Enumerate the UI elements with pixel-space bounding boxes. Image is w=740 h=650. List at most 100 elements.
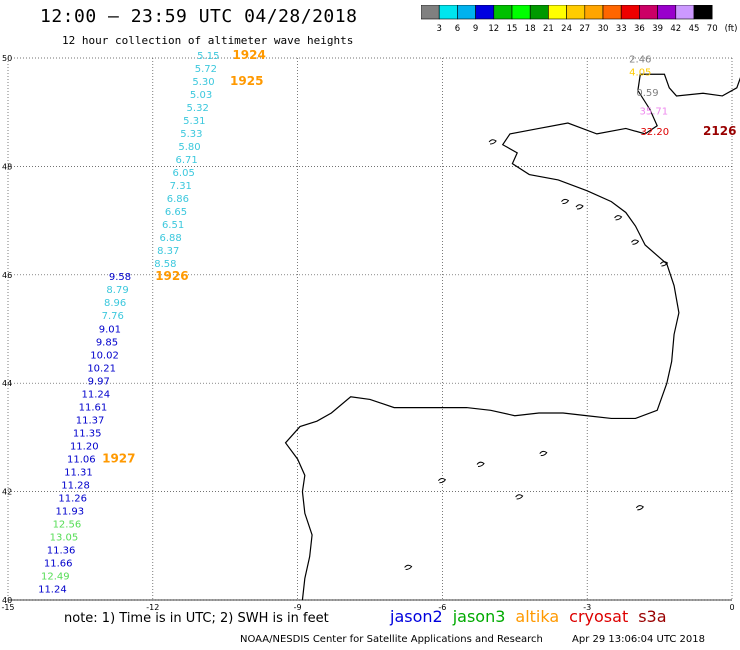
island-outline (539, 450, 548, 457)
wave-height-value: 5.33 (180, 129, 202, 140)
wave-height-value: 5.31 (183, 116, 205, 127)
island-outline (575, 204, 584, 210)
latitude-tick-label: 44 (2, 379, 12, 388)
coastline (284, 122, 680, 601)
map-subtitle: 12 hour collection of altimeter wave hei… (62, 34, 354, 47)
longitude-tick-label: -9 (294, 603, 302, 612)
satellite-legend: jason2 jason3 altika cryosat s3a (390, 607, 677, 626)
legend-satellite-jason2: jason2 (390, 607, 443, 626)
color-scale-bar: 3 6 9 12 15 18 21 24 27 30 33 36 39 42 45 70 (ft) (421, 5, 737, 34)
wave-height-value: 5.72 (195, 64, 217, 75)
wave-height-value: 9.58 (109, 272, 131, 283)
wave-height-value: 4.05 (629, 67, 651, 78)
color-scale-label: 36 (634, 24, 645, 34)
wave-height-value: 7.76 (102, 311, 124, 322)
island-outline (515, 494, 524, 500)
longitude-tick-label: -15 (1, 603, 14, 612)
wave-height-value: 5.03 (190, 90, 212, 101)
longitude-tick-label: -3 (583, 603, 591, 612)
island-outline (660, 261, 669, 267)
color-scale-unit: (ft) (725, 24, 737, 34)
wave-height-value: 6.51 (162, 220, 184, 231)
coastline (640, 73, 740, 97)
timestamp: Apr 29 13:06:04 UTC 2018 (572, 634, 705, 645)
color-scale-label: 24 (561, 24, 572, 34)
pass-time-label: 1926 (155, 269, 188, 283)
latitude-tick-label: 50 (2, 54, 12, 63)
island-outline (614, 215, 623, 221)
color-scale-label: 15 (507, 24, 518, 34)
legend-satellite-s3a: s3a (638, 607, 667, 626)
credit-line: NOAA/NESDIS Center for Satellite Applica… (240, 634, 705, 645)
wave-height-value: 11.37 (76, 415, 105, 426)
pass-time-label: 1927 (102, 451, 135, 465)
wave-height-value: 8.58 (154, 259, 176, 270)
latitude-tick-label: 46 (2, 271, 12, 280)
wave-height-value: 6.71 (175, 155, 197, 166)
wave-height-value: 10.21 (87, 363, 116, 374)
credit-text: NOAA/NESDIS Center for Satellite Applica… (240, 634, 543, 645)
wave-height-value: 7.31 (170, 181, 192, 192)
wave-height-value: 12.56 (53, 519, 82, 530)
wave-height-value: 8.37 (157, 246, 179, 257)
longitude-tick-label: -12 (146, 603, 159, 612)
island-outline (488, 139, 497, 145)
wave-height-value: 12.49 (41, 571, 70, 582)
wave-height-value: 11.35 (73, 428, 102, 439)
wave-height-value: 11.93 (55, 506, 84, 517)
wave-height-value: 6.65 (165, 207, 187, 218)
longitude-tick-label: 0 (729, 603, 734, 612)
wave-height-value: 9.01 (99, 324, 121, 335)
wave-height-value: 6.86 (167, 194, 189, 205)
wave-height-value: 11.20 (70, 441, 99, 452)
wave-height-value: 11.26 (58, 493, 87, 504)
wave-height-value: 11.31 (64, 467, 93, 478)
wave-height-value: 2.46 (629, 54, 651, 65)
island-outline (561, 198, 570, 205)
color-swatch (693, 5, 713, 20)
wave-height-value: 13.05 (50, 532, 79, 543)
wave-height-value: 32.20 (640, 127, 669, 138)
island-outline (404, 564, 413, 570)
legend-satellite-cryosat: cryosat (569, 607, 629, 626)
wave-height-value: 5.15 (197, 51, 219, 62)
wave-height-value: 5.30 (192, 77, 214, 88)
wave-height-value: 11.24 (82, 389, 111, 400)
wave-height-value: 9.85 (96, 337, 118, 348)
island-outline (631, 239, 640, 245)
color-scale-label: 9 (473, 24, 478, 34)
wave-height-value: 8.79 (106, 285, 128, 296)
island-outline (635, 505, 644, 511)
wave-height-value: 9.97 (88, 376, 110, 387)
wave-height-value: 0.59 (636, 88, 658, 99)
color-scale-label: 70 (707, 24, 718, 34)
latitude-tick-label: 48 (2, 162, 12, 171)
color-scale-label: 21 (543, 24, 554, 34)
latitude-tick-label: 42 (2, 488, 12, 497)
wave-height-value: 11.06 (67, 454, 96, 465)
map-title: 12:00 – 23:59 UTC 04/28/2018 (40, 6, 358, 27)
coastline (637, 74, 658, 135)
pass-time-label: 1924 (232, 48, 265, 62)
wave-height-value: 11.61 (79, 402, 108, 413)
wave-height-value: 6.88 (160, 233, 182, 244)
color-scale-label: 42 (670, 24, 681, 34)
pass-time-label: 2126 (703, 124, 736, 138)
legend-satellite-altika: altika (515, 607, 560, 626)
island-outline (476, 461, 485, 467)
wave-height-value: 11.28 (61, 480, 90, 491)
footnote: note: 1) Time is in UTC; 2) SWH is in fe… (64, 611, 329, 626)
color-scale-label: 39 (652, 24, 663, 34)
island-outline (438, 477, 447, 484)
legend-satellite-jason3: jason3 (452, 607, 506, 626)
color-scale-label: 18 (525, 24, 536, 34)
color-scale-label: 12 (488, 24, 499, 34)
wave-height-value: 5.32 (187, 103, 209, 114)
wave-height-value: 5.80 (178, 142, 200, 153)
wave-height-value: 35.71 (639, 106, 668, 117)
color-scale-label: 30 (598, 24, 609, 34)
wave-height-value: 6.05 (173, 168, 195, 179)
wave-height-value: 11.36 (47, 545, 76, 556)
longitude-tick-label: -6 (438, 603, 446, 612)
color-scale-label: 33 (616, 24, 627, 34)
